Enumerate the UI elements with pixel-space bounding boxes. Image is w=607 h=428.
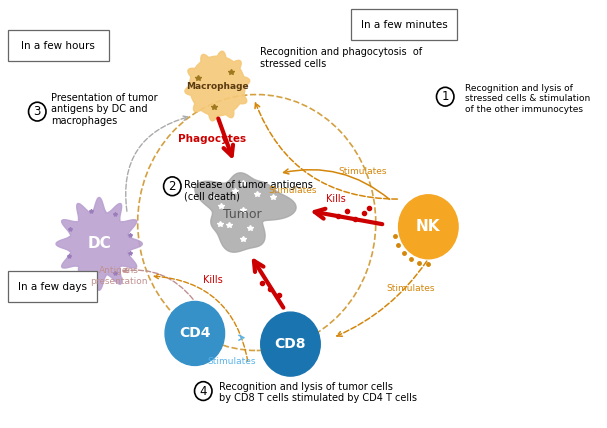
Text: Macrophage: Macrophage: [186, 81, 249, 90]
Text: In a few minutes: In a few minutes: [361, 20, 448, 30]
Circle shape: [261, 312, 320, 376]
Text: 1: 1: [441, 90, 449, 103]
Polygon shape: [195, 173, 296, 252]
Text: Recognition and phagocytosis  of
stressed cells: Recognition and phagocytosis of stressed…: [260, 48, 422, 69]
Text: Recognition and lysis of
stressed cells & stimulation
of the other immunocytes: Recognition and lysis of stressed cells …: [465, 84, 590, 114]
FancyBboxPatch shape: [8, 30, 109, 61]
Text: Stimulates: Stimulates: [268, 186, 316, 195]
Text: Kills: Kills: [203, 275, 223, 285]
Text: Tumor: Tumor: [223, 208, 262, 220]
Text: NK: NK: [416, 219, 441, 234]
Text: DC: DC: [87, 236, 111, 251]
Text: Kills: Kills: [326, 194, 345, 204]
Circle shape: [399, 195, 458, 259]
Text: Presentation of tumor
antigens by DC and
macrophages: Presentation of tumor antigens by DC and…: [52, 93, 158, 126]
Text: CD4: CD4: [179, 327, 211, 340]
Text: 2: 2: [169, 180, 176, 193]
Text: 4: 4: [200, 384, 207, 398]
Text: In a few hours: In a few hours: [21, 41, 95, 51]
Text: Stimulates: Stimulates: [386, 284, 435, 293]
Text: CD8: CD8: [275, 337, 306, 351]
FancyBboxPatch shape: [8, 271, 97, 303]
Polygon shape: [56, 197, 142, 290]
Circle shape: [165, 301, 225, 366]
Text: Stimulates: Stimulates: [207, 357, 256, 366]
Text: Phagocytes: Phagocytes: [178, 134, 246, 144]
Text: 3: 3: [33, 105, 41, 118]
Polygon shape: [185, 51, 249, 121]
FancyBboxPatch shape: [351, 9, 458, 40]
Text: Recognition and lysis of tumor cells
by CD8 T cells stimulated by CD4 T cells: Recognition and lysis of tumor cells by …: [219, 381, 417, 403]
Text: Antigens
presentation: Antigens presentation: [90, 266, 148, 285]
Text: In a few days: In a few days: [18, 282, 87, 292]
Text: Stimulates: Stimulates: [338, 167, 387, 176]
Text: Release of tumor antigens
(cell death): Release of tumor antigens (cell death): [183, 180, 313, 201]
